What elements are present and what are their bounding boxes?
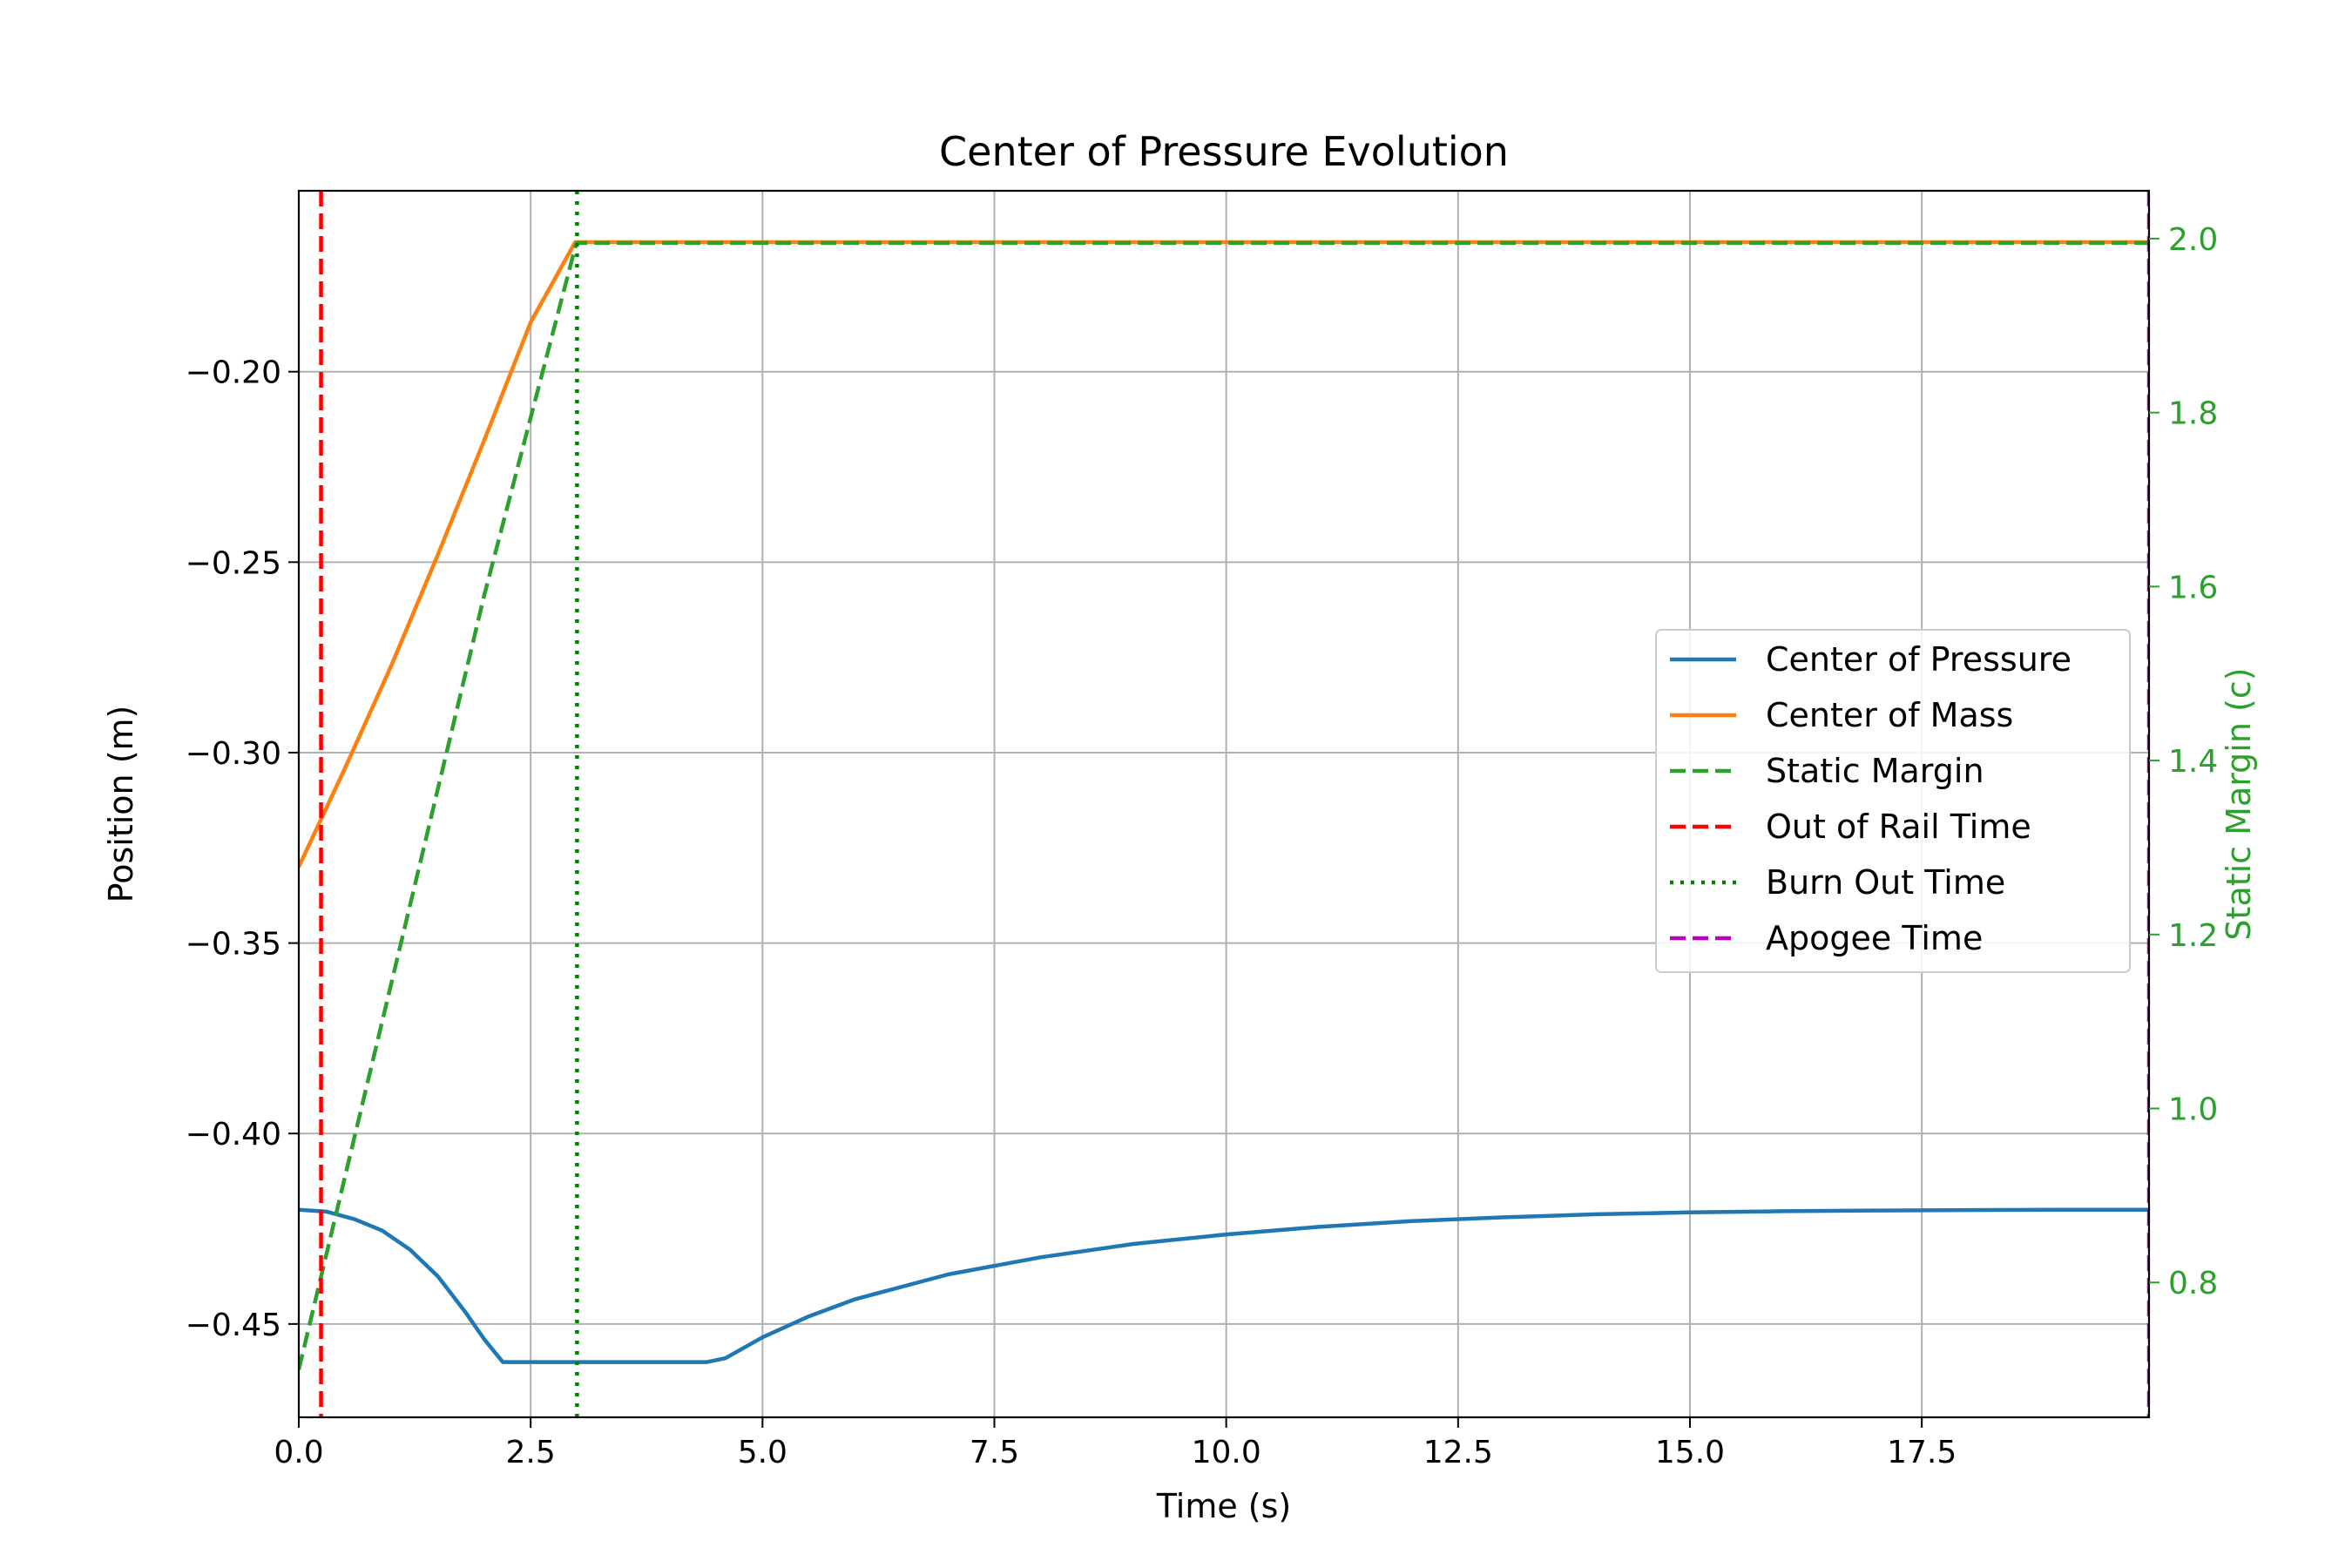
legend-label: Static Margin bbox=[1766, 752, 1984, 790]
y-tick-label: −0.35 bbox=[186, 927, 281, 963]
x-tick-label: 0.0 bbox=[274, 1435, 323, 1470]
x-tick-label: 7.5 bbox=[970, 1435, 1019, 1470]
y2-tick-label: 1.8 bbox=[2168, 396, 2218, 432]
y2-tick-label: 1.4 bbox=[2168, 744, 2218, 780]
y-tick-label: −0.25 bbox=[186, 545, 281, 581]
axes-frame bbox=[297, 189, 2151, 1419]
y-tick-label: −0.45 bbox=[186, 1308, 281, 1343]
chart-title: Center of Pressure Evolution bbox=[939, 128, 1509, 175]
x-axis-label: Time (s) bbox=[1156, 1487, 1292, 1525]
x-tick-label: 17.5 bbox=[1887, 1435, 1957, 1470]
legend-label: Out of Rail Time bbox=[1766, 808, 2031, 846]
legend: Center of Pressure Center of Mass Static M… bbox=[1655, 629, 2131, 973]
ticks: 0.0 2.5 5.0 7.5 10.0 12.5 15.0 17.5 −0.45 −0.40 −0… bbox=[186, 222, 2219, 1470]
y2-tick-label: 1.0 bbox=[2168, 1092, 2218, 1128]
x-tick-label: 15.0 bbox=[1655, 1435, 1725, 1470]
legend-label: Burn Out Time bbox=[1766, 863, 2005, 902]
legend-box bbox=[1655, 629, 2131, 973]
series-center-of-pressure bbox=[299, 1207, 2149, 1364]
y2-tick-label: 1.2 bbox=[2168, 918, 2218, 954]
x-tick-label: 5.0 bbox=[738, 1435, 787, 1470]
y-axis-label: Position (m) bbox=[102, 706, 140, 903]
plot-area bbox=[299, 191, 2149, 1417]
y2-tick-label: 0.8 bbox=[2168, 1266, 2218, 1301]
x-tick-label: 2.5 bbox=[506, 1435, 556, 1470]
y-tick-label: −0.40 bbox=[186, 1117, 281, 1152]
legend-label: Apogee Time bbox=[1766, 919, 1983, 957]
x-tick-label: 10.0 bbox=[1192, 1435, 1261, 1470]
y2-axis-label: Static Margin (c) bbox=[2220, 667, 2258, 940]
series-static-margin bbox=[299, 240, 2149, 1370]
x-tick-label: 12.5 bbox=[1423, 1435, 1493, 1470]
y2-tick-label: 2.0 bbox=[2168, 222, 2218, 258]
legend-label: Center of Mass bbox=[1766, 696, 2013, 734]
legend-label: Center of Pressure bbox=[1766, 640, 2072, 679]
y-tick-label: −0.20 bbox=[186, 355, 281, 391]
y2-tick-label: 1.6 bbox=[2168, 570, 2218, 605]
y-tick-label: −0.30 bbox=[186, 736, 281, 772]
